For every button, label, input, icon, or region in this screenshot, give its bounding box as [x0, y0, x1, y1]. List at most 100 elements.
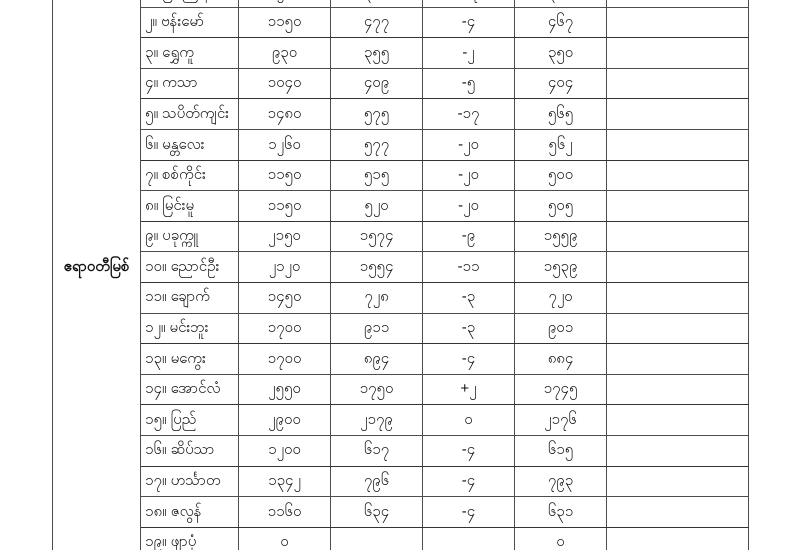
current-level-cell: ၄၇၇: [330, 6, 423, 39]
table-row: ၈။ မြင်းမူ ၁၁၅၀ ၅၂၀ -၂၀ ၅၀၅: [53, 190, 749, 222]
table-row: ၁၃။ မကွေး ၁၇၀၀ ၈၉၄ -၄ ၈၈၄: [53, 343, 749, 375]
danger-level-cell: ၁၇၀၀: [238, 312, 331, 345]
forecast-level-cell: ၉၀၁: [514, 312, 607, 345]
station-name-cell: ၇။ စစ်ကိုင်း: [140, 159, 239, 192]
table-row: ၆။ မန္တလေး ၁၂၆၀ ၅၇၇ -၂၀ ၅၆၂: [53, 128, 749, 161]
remark-cell: [606, 404, 749, 436]
danger-level-cell: ၁၂၀၀: [238, 434, 331, 467]
station-name-cell: ၁၄။ အောင်လံ: [140, 373, 239, 406]
forecast-level-cell: ၅၆၂: [514, 128, 607, 161]
forecast-level-cell: ၀: [514, 526, 607, 550]
table-row: ဧရာဝတီမြစ်၁။ မြစ်ကြီးနား၁၂၀၀၃၁၀-၁၇၃၀၀: [52, 0, 749, 550]
remark-cell: [606, 312, 749, 345]
forecast-level-cell: ၇၉၃: [514, 465, 607, 498]
forecast-level-cell: ၈၈၄: [514, 343, 607, 375]
river-water-level-table: ဧရာဝတီမြစ်၁။ မြစ်ကြီးနား၁၂၀၀၃၁၀-၁၇၃၀၀၂။ …: [52, 0, 749, 550]
danger-level-cell: ၂၁၅၀: [238, 220, 331, 253]
station-name-cell: ၂။ ဗန်းမော်: [140, 6, 239, 39]
remark-cell: [606, 465, 749, 498]
danger-level-cell: ၁၁၅၀: [238, 190, 331, 222]
forecast-level-cell: ၁၅၃၉: [514, 251, 607, 283]
remark-cell: [606, 98, 749, 130]
forecast-level-cell: ၄၆၇: [514, 6, 607, 39]
remark-cell: [606, 159, 749, 192]
table-row: ၃။ ရွှေကူ ၉၃၀ ၃၅၅ -၂ ၃၅၀: [53, 37, 749, 69]
current-level-cell: ၃၅၅: [330, 37, 423, 69]
remark-cell: [606, 526, 749, 550]
forecast-level-cell: ၇၂၀: [514, 281, 607, 314]
danger-level-cell: ၂၁၂၀: [238, 251, 331, 283]
station-name-cell: ၁၀။ ညောင်ဦး: [140, 251, 239, 283]
table-row: ၅။ သပိတ်ကျင်း ၁၄၈၀ ၅၇၅ -၁၇ ၅၆၅: [53, 98, 749, 130]
forecast-level-cell: ၂၁၇၆: [514, 404, 607, 436]
level-change-cell: -၄: [422, 343, 515, 375]
level-change-cell: -၁၇: [422, 98, 515, 130]
forecast-level-cell: ၃၅၀: [514, 37, 607, 69]
station-name-cell: ၁၁။ ချောက်: [140, 281, 239, 314]
station-name-cell: ၁၉။ ဖျာပုံ: [140, 526, 239, 550]
station-name-cell: ၈။ မြင်းမူ: [140, 190, 239, 222]
table-row: ၁၆။ ဆိပ်သာ ၁၂၀၀ ၆၁၇ -၄ ၆၁၅: [53, 434, 749, 467]
remark-cell: [606, 251, 749, 283]
table-body: ဧရာဝတီမြစ်၁။ မြစ်ကြီးနား၁၂၀၀၃၁၀-၁၇၃၀၀၂။ …: [52, 0, 749, 550]
table-row: ၁၈။ ဇလွန် ၁၁၆၀ ၆၃၄ -၄ ၆၃၁: [53, 496, 749, 528]
danger-level-cell: ၁၁၅၀: [238, 159, 331, 192]
danger-level-cell: ၁၄၈၀: [238, 98, 331, 130]
current-level-cell: ၈၉၄: [330, 343, 423, 375]
remark-cell: [606, 128, 749, 161]
table-row: ၇။ စစ်ကိုင်း ၁၁၅၀ ၅၁၅ -၂၀ ၅၀၀: [53, 159, 749, 192]
station-name-cell: ၅။ သပိတ်ကျင်း: [140, 98, 239, 130]
table-row: ၁၀။ ညောင်ဦး ၂၁၂၀ ၁၅၅၄ -၁၁ ၁၅၃၉: [53, 251, 749, 283]
level-change-cell: -၄: [422, 6, 515, 39]
station-name-cell: ၁၃။ မကွေး: [140, 343, 239, 375]
table-row: ၁၄။ အောင်လံ ၂၅၅၀ ၁၇၅၀ +၂ ၁၇၄၅: [53, 373, 749, 406]
remark-cell: [606, 37, 749, 69]
current-level-cell: ၁၅၅၄: [330, 251, 423, 283]
danger-level-cell: ၂၉၀၀: [238, 404, 331, 436]
table-scroll-region: ဧရာဝတီမြစ်၁။ မြစ်ကြီးနား၁၂၀၀၃၁၀-၁၇၃၀၀၂။ …: [52, 0, 749, 550]
remark-cell: [606, 67, 749, 100]
danger-level-cell: ၁၄၅၀: [238, 281, 331, 314]
level-change-cell: -၄: [422, 496, 515, 528]
remark-cell: [606, 373, 749, 406]
level-change-cell: [422, 526, 515, 550]
level-change-cell: -၁၇: [422, 0, 515, 8]
forecast-level-cell: ၃၀၀: [514, 0, 607, 8]
level-change-cell: -၂၀: [422, 159, 515, 192]
level-change-cell: -၃: [422, 281, 515, 314]
table-row: ၁၉။ ဖျာပုံ၀၀: [53, 526, 749, 550]
current-level-cell: ၁၇၅၀: [330, 373, 423, 406]
forecast-level-cell: ၅၆၅: [514, 98, 607, 130]
station-name-cell: ၁၂။ မင်းဘူး: [140, 312, 239, 345]
danger-level-cell: ၁၁၆၀: [238, 496, 331, 528]
remark-cell: [606, 496, 749, 528]
current-level-cell: [330, 526, 423, 550]
level-change-cell: +၂: [422, 373, 515, 406]
remark-cell: [606, 281, 749, 314]
station-name-cell: ၁၆။ ဆိပ်သာ: [140, 434, 239, 467]
table-row: ၉။ ပခုက္ကူ ၂၁၅၀ ၁၅၇၄ -၉ ၁၅၅၉: [53, 220, 749, 253]
current-level-cell: ၇၂၈: [330, 281, 423, 314]
forecast-level-cell: ၁၅၅၉: [514, 220, 607, 253]
station-name-cell: ၁၇။ ဟင်္သာတ: [140, 465, 239, 498]
table-row: ၁၂။ မင်းဘူး ၁၇၀၀ ၉၁၁ -၃ ၉၀၁: [53, 312, 749, 345]
level-change-cell: ၀: [422, 404, 515, 436]
station-name-cell: ၆။ မန္တလေး: [140, 128, 239, 161]
station-name-cell: ၁။ မြစ်ကြီးနား: [140, 0, 239, 8]
level-change-cell: -၂၀: [422, 190, 515, 222]
current-level-cell: ၂၁၇၉: [330, 404, 423, 436]
danger-level-cell: ၁၃၄၂: [238, 465, 331, 498]
table-row: ၁၁။ ချောက် ၁၄၅၀ ၇၂၈ -၃ ၇၂၀: [53, 281, 749, 314]
station-name-cell: ၄။ ကသာ: [140, 67, 239, 100]
level-change-cell: -၃: [422, 312, 515, 345]
remark-cell: [606, 0, 749, 8]
remark-cell: [606, 6, 749, 39]
danger-level-cell: ၁၀၄၀: [238, 67, 331, 100]
danger-level-cell: ၁၂၆၀: [238, 128, 331, 161]
danger-level-cell: ၂၅၅၀: [238, 373, 331, 406]
remark-cell: [606, 220, 749, 253]
remark-cell: [606, 434, 749, 467]
current-level-cell: ၆၃၄: [330, 496, 423, 528]
station-name-cell: ၃။ ရွှေကူ: [140, 37, 239, 69]
danger-level-cell: ၁၂၀၀: [238, 0, 331, 8]
